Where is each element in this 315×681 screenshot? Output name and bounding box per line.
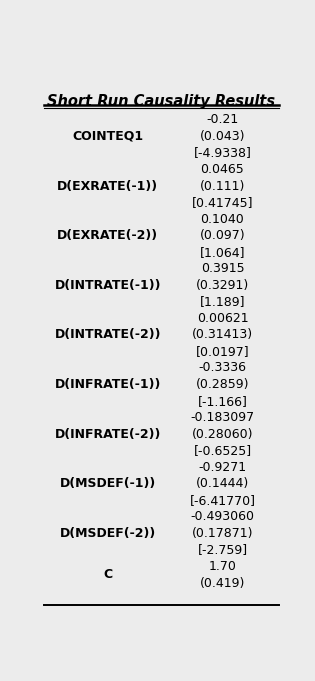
Text: Short Run Causality Results: Short Run Causality Results — [47, 94, 276, 109]
Text: (0.28060): (0.28060) — [192, 428, 253, 441]
Text: 1.70: 1.70 — [209, 560, 236, 573]
Text: [-2.759]: [-2.759] — [198, 543, 248, 556]
Text: -0.493060: -0.493060 — [191, 510, 255, 524]
Text: D(MSDEF(-1)): D(MSDEF(-1)) — [60, 477, 156, 490]
Text: D(INTRATE(-2)): D(INTRATE(-2)) — [54, 328, 161, 341]
Text: [1.189]: [1.189] — [200, 296, 245, 308]
Text: -0.21: -0.21 — [206, 113, 238, 127]
Text: (0.2859): (0.2859) — [196, 378, 249, 391]
Text: -0.183097: -0.183097 — [190, 411, 255, 424]
Text: [-6.41770]: [-6.41770] — [189, 494, 255, 507]
Text: (0.1444): (0.1444) — [196, 477, 249, 490]
Text: (0.419): (0.419) — [200, 577, 245, 590]
Text: (0.111): (0.111) — [200, 180, 245, 193]
Text: [-1.166]: [-1.166] — [198, 394, 247, 407]
Text: D(INTRATE(-1)): D(INTRATE(-1)) — [54, 279, 161, 291]
Text: D(MSDEF(-2)): D(MSDEF(-2)) — [60, 527, 156, 540]
Text: -0.3336: -0.3336 — [198, 362, 246, 375]
Text: [-0.6525]: [-0.6525] — [193, 444, 252, 457]
Text: C: C — [103, 568, 112, 582]
Text: D(INFRATE(-1)): D(INFRATE(-1)) — [54, 378, 161, 391]
Text: [1.064]: [1.064] — [200, 246, 245, 259]
Text: -0.9271: -0.9271 — [198, 461, 247, 474]
Text: [0.41745]: [0.41745] — [192, 196, 253, 209]
Text: (0.3291): (0.3291) — [196, 279, 249, 291]
Text: 0.1040: 0.1040 — [201, 212, 244, 225]
Text: D(EXRATE(-1)): D(EXRATE(-1)) — [57, 180, 158, 193]
Text: D(EXRATE(-2)): D(EXRATE(-2)) — [57, 229, 158, 242]
Text: 0.00621: 0.00621 — [197, 312, 248, 325]
Text: (0.043): (0.043) — [200, 130, 245, 143]
Text: 0.0465: 0.0465 — [201, 163, 244, 176]
Text: [0.0197]: [0.0197] — [196, 345, 249, 358]
Text: (0.097): (0.097) — [200, 229, 245, 242]
Text: 0.3915: 0.3915 — [201, 262, 244, 275]
Text: (0.31413): (0.31413) — [192, 328, 253, 341]
Text: D(INFRATE(-2)): D(INFRATE(-2)) — [54, 428, 161, 441]
Text: [-4.9338]: [-4.9338] — [193, 146, 251, 159]
Text: COINTEQ1: COINTEQ1 — [72, 130, 143, 143]
Text: (0.17871): (0.17871) — [192, 527, 253, 540]
